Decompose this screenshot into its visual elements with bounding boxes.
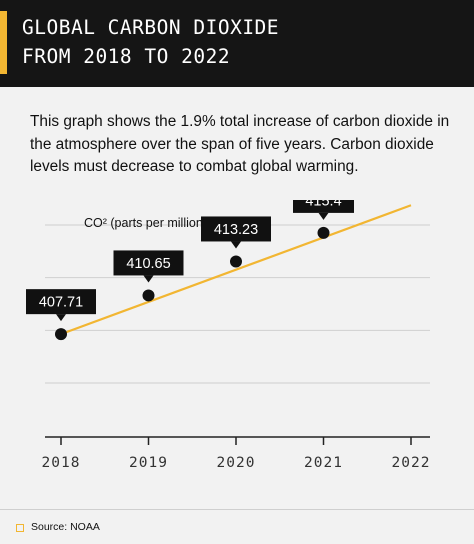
data-label-value: 407.71: [39, 295, 83, 311]
data-label: 407.71: [26, 289, 96, 322]
data-point: [230, 255, 242, 268]
data-labels: 407.71 410.65 413.23 415.4: [26, 200, 354, 322]
co2-line-chart: CO² (parts per million) 2018 2019 2020 2021…: [26, 200, 431, 471]
data-label-value: 410.65: [126, 256, 170, 272]
x-tick-label: 2019: [129, 455, 168, 471]
chart-description: This graph shows the 1.9% total increase…: [30, 113, 450, 175]
trend-line: [60, 204, 412, 336]
x-axis: 2018 2019 2020 2021 2022: [42, 436, 431, 471]
x-tick-label: 2022: [392, 455, 431, 471]
data-label-value: 415.4: [305, 200, 341, 209]
x-tick-label: 2018: [42, 455, 81, 471]
footer: Source: NOAA: [0, 509, 474, 544]
data-label: 415.4: [293, 200, 354, 220]
data-label-pointer: [56, 314, 66, 322]
data-point: [317, 226, 330, 239]
title-line-1: GLOBAL CARBON DIOXIDE: [22, 16, 280, 39]
data-label-box: [113, 250, 184, 276]
data-point: [142, 289, 155, 302]
data-label-pointer: [143, 275, 154, 283]
title-line-2: FROM 2018 TO 2022: [22, 45, 231, 68]
header: GLOBAL CARBON DIOXIDE FROM 2018 TO 2022: [0, 0, 474, 87]
y-axis-label: CO² (parts per million): [84, 216, 207, 230]
data-label-box: [293, 200, 354, 213]
data-points: [55, 226, 330, 341]
data-point: [55, 328, 67, 341]
trend-line-layer: [60, 204, 412, 336]
source-text: Source: NOAA: [31, 521, 100, 533]
x-tick-label: 2021: [304, 455, 343, 471]
data-label-pointer: [318, 212, 329, 220]
data-label-pointer: [231, 241, 241, 249]
data-label: 410.65: [113, 250, 184, 283]
data-label-box: [26, 289, 96, 315]
header-accent-bar: [0, 11, 7, 74]
grid-lines: [45, 224, 430, 384]
source-square-icon: [16, 524, 24, 532]
data-label: 413.23: [201, 216, 271, 249]
data-label-value: 413.23: [214, 222, 258, 238]
page-title: GLOBAL CARBON DIOXIDE FROM 2018 TO 2022: [22, 13, 462, 71]
x-tick-label: 2020: [217, 455, 256, 471]
data-label-box: [201, 216, 271, 242]
